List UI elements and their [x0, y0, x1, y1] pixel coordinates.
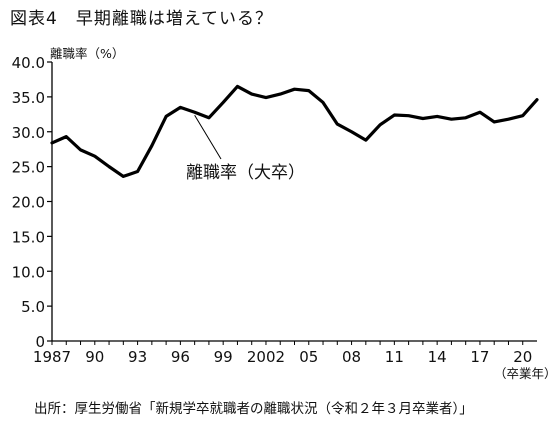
y-tick-label: 0: [35, 333, 45, 351]
x-tick-label: 2002: [247, 348, 285, 366]
y-tick-label: 20.0: [12, 194, 45, 212]
y-tick-label: 5.0: [21, 298, 45, 316]
x-tick-label: 08: [342, 348, 361, 366]
x-tick-label: 14: [428, 348, 447, 366]
series-group: [50, 84, 539, 178]
x-tick-label: 20: [513, 348, 532, 366]
annotation-group: 離職率（大卒）: [186, 114, 305, 183]
chart-axes: [51, 62, 537, 342]
x-tick-label: 1987: [33, 348, 71, 366]
x-tick-label: 93: [128, 348, 147, 366]
y-tick-label: 15.0: [12, 228, 45, 246]
x-tick-label: 17: [470, 348, 489, 366]
x-tick-label: 96: [171, 348, 190, 366]
annotation-leader: [194, 114, 222, 160]
x-tick-label: 90: [85, 348, 104, 366]
y-tick-label: 40.0: [12, 54, 45, 72]
y-axis-ticks: 0 5.0 10.0 15.0 20.0 25.0 30.0 35.0 40.0: [12, 54, 52, 351]
x-tick-label: 99: [214, 348, 233, 366]
y-axis-label: 離職率（%）: [50, 46, 124, 61]
series-line: [50, 84, 539, 178]
x-axis-label: （卒業年）: [494, 366, 550, 381]
y-tick-label: 30.0: [12, 124, 45, 142]
y-tick-label: 25.0: [12, 159, 45, 177]
series-annotation-label: 離職率（大卒）: [186, 163, 305, 183]
chart-title: 図表4 早期離職は増えている？: [10, 9, 273, 29]
x-tick-label: 11: [385, 348, 404, 366]
y-tick-label: 35.0: [12, 89, 45, 107]
x-axis-ticks: 1987 90 93 96 99 2002 05 08 11 14 17 20: [33, 341, 532, 366]
source-note: 出所：厚生労働省「新規学卒就職者の離職状況（令和２年３月卒業者）」: [34, 401, 473, 417]
x-tick-label: 05: [299, 348, 318, 366]
y-tick-label: 10.0: [12, 263, 45, 281]
